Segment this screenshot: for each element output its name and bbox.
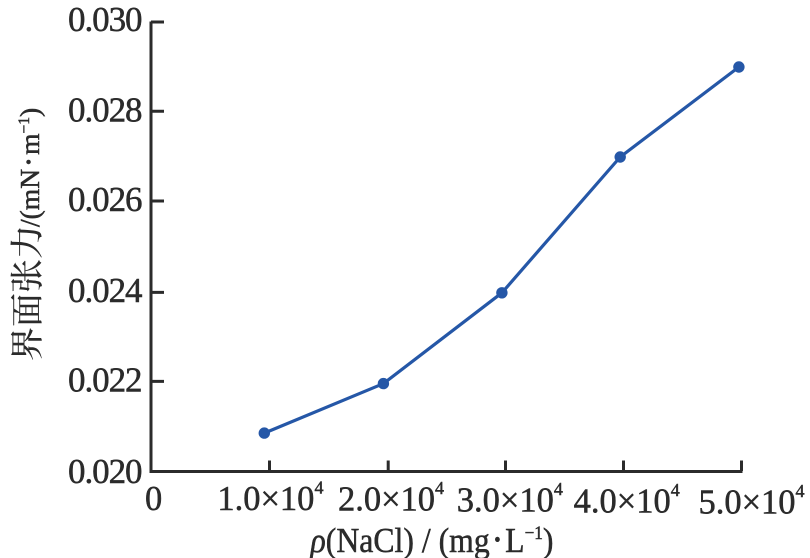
svg-text:0.020: 0.020	[68, 452, 143, 491]
svg-text:2.0×104: 2.0×104	[338, 478, 444, 519]
svg-text:0.026: 0.026	[68, 180, 143, 219]
svg-text:0: 0	[145, 480, 162, 518]
svg-text:/(mN • m−1): /(mN • m−1)	[14, 108, 45, 227]
svg-text:5.0×104: 5.0×104	[698, 481, 804, 522]
svg-text:1.0×104: 1.0×104	[217, 478, 323, 519]
svg-text:ρ(NaCl) / (mg • L−1): ρ(NaCl) / (mg • L−1)	[310, 521, 554, 558]
svg-text:0.022: 0.022	[68, 360, 143, 399]
svg-text:0.030: 0.030	[68, 0, 143, 39]
svg-text:0.028: 0.028	[68, 90, 143, 129]
svg-text:3.0×104: 3.0×104	[457, 479, 563, 520]
svg-text:0.024: 0.024	[68, 271, 143, 310]
svg-text:4.0×104: 4.0×104	[574, 480, 680, 521]
